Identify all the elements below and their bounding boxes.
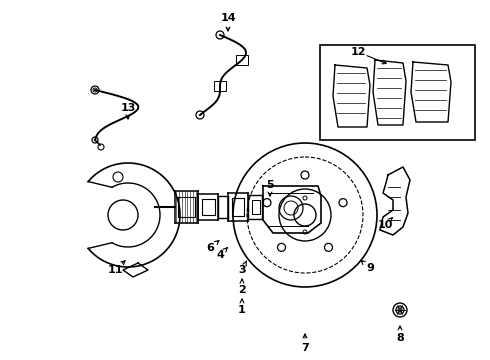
Text: 11: 11 [107, 265, 123, 275]
Text: 10: 10 [377, 220, 392, 230]
Text: 3: 3 [238, 265, 246, 275]
Text: 14: 14 [220, 13, 236, 23]
Text: 12: 12 [350, 47, 366, 57]
Text: 9: 9 [366, 263, 374, 273]
Bar [214, 81, 226, 91]
Text: 6: 6 [206, 243, 214, 253]
Text: 5: 5 [266, 180, 274, 190]
Text: 13: 13 [121, 103, 136, 113]
Text: 1: 1 [238, 305, 246, 315]
Text: 7: 7 [301, 343, 309, 353]
Text: 2: 2 [238, 285, 246, 295]
Text: 8: 8 [396, 333, 404, 343]
Bar [236, 55, 247, 65]
Text: 4: 4 [216, 250, 224, 260]
Bar [320, 45, 475, 140]
